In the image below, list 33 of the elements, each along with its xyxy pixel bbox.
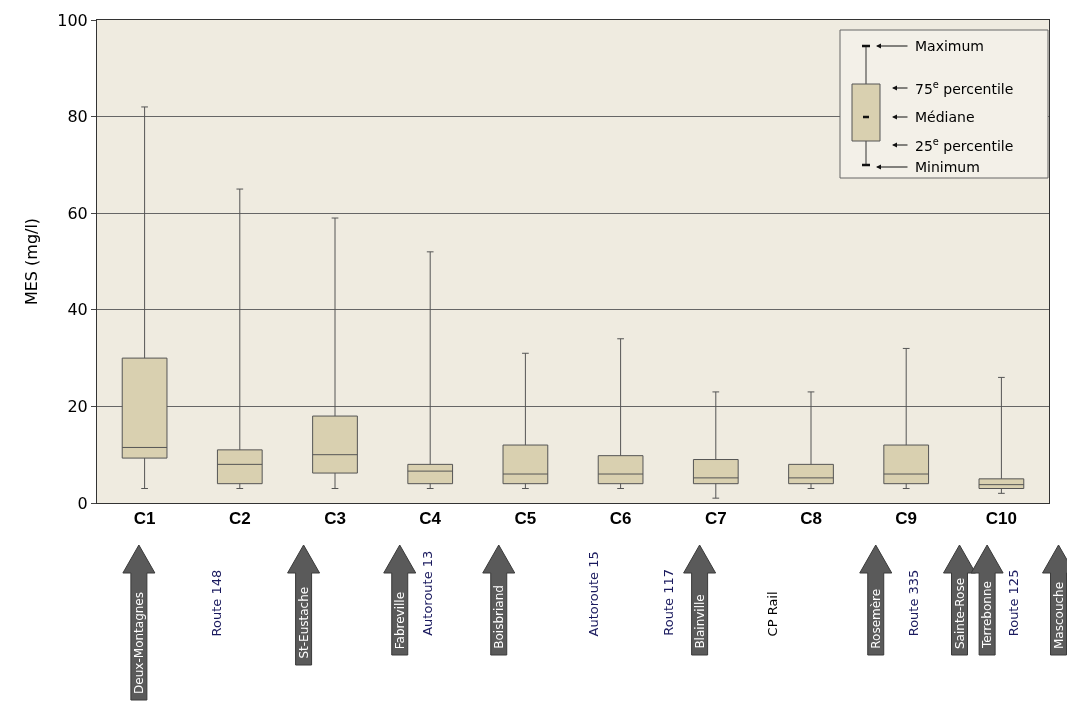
y-tick-label: 20 <box>67 397 88 416</box>
x-tick-label: C4 <box>419 509 442 529</box>
text: Blainville <box>692 594 707 649</box>
text: CP Rail <box>765 591 781 637</box>
y-axis-title: MES (mg/l) <box>22 217 42 306</box>
text: St-Eustache <box>296 586 311 659</box>
x-tick-label: C9 <box>895 509 918 529</box>
x-tick-label: C10 <box>985 509 1017 529</box>
text: Route 148 <box>209 569 225 637</box>
x-tick-label: C1 <box>133 509 156 529</box>
text: Rosemère <box>868 588 883 649</box>
x-tick-label: C5 <box>514 509 537 529</box>
text: Autoroute 13 <box>419 550 435 636</box>
text: Boisbriand <box>491 585 506 649</box>
text: Fabreville <box>393 591 408 650</box>
text: Autoroute 15 <box>586 551 602 637</box>
x-tick-label: C3 <box>324 509 346 529</box>
x-tick-label: C2 <box>228 509 251 529</box>
y-tick-label: 0 <box>77 493 88 513</box>
text: Route 125 <box>1006 569 1022 637</box>
text: Terrebonne <box>980 581 995 650</box>
y-tick-label: 40 <box>67 300 88 320</box>
text: Deux-Montagnes <box>131 592 146 694</box>
x-tick-label: C8 <box>800 509 822 529</box>
y-tick-label: 100 <box>57 10 88 30</box>
text: Sainte-Rose <box>953 577 968 650</box>
text: Route 335 <box>906 569 922 637</box>
text: Mascouche <box>1052 581 1067 650</box>
text: Route 117 <box>660 569 676 636</box>
x-tick-label: C6 <box>609 509 632 529</box>
y-tick-label: 60 <box>67 203 88 223</box>
y-tick-label: 80 <box>67 107 88 127</box>
x-tick-label: C7 <box>704 509 727 529</box>
